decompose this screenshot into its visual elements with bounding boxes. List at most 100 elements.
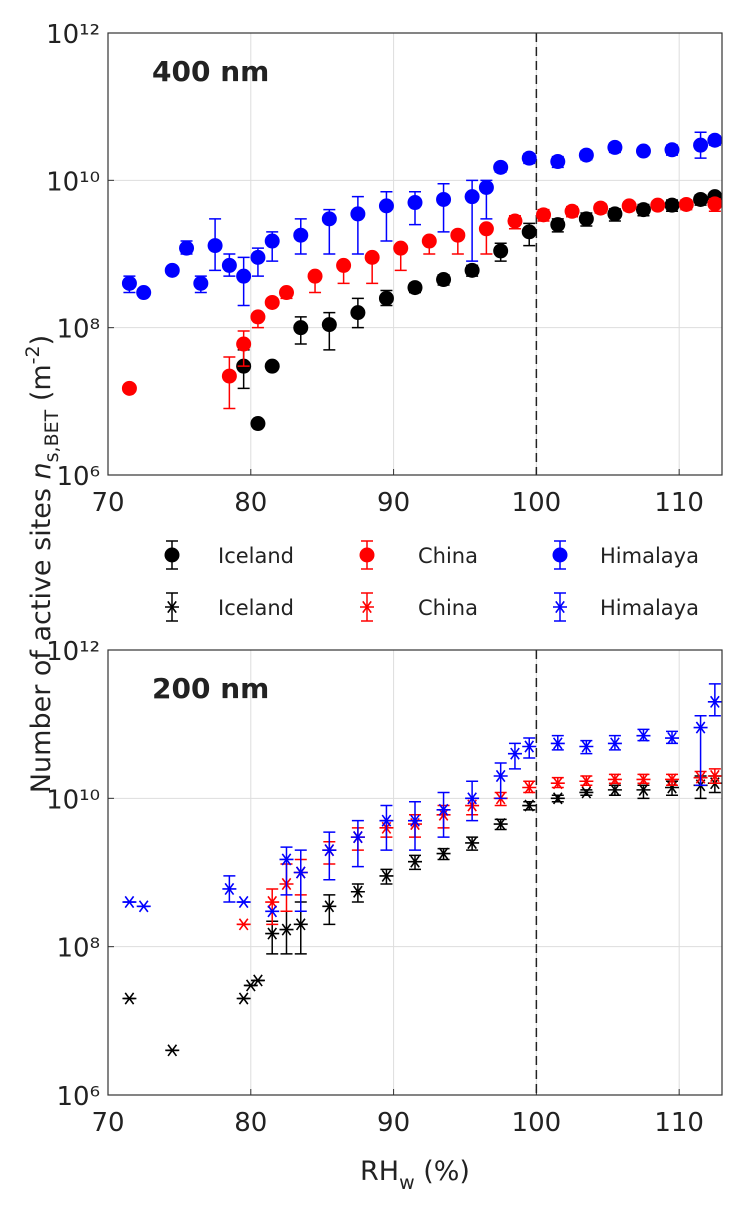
point <box>522 781 537 794</box>
label-part: s,BET <box>41 409 63 462</box>
point <box>322 844 337 857</box>
y-axis-label: Number of active sites ns,BET (m-2) <box>22 335 63 793</box>
legend-marker <box>553 600 567 614</box>
point <box>507 213 523 229</box>
point <box>564 203 580 219</box>
point <box>578 211 594 227</box>
point <box>693 721 708 734</box>
point <box>465 836 480 850</box>
point <box>379 869 394 882</box>
y-tick-label: 10⁸ <box>56 315 100 345</box>
point <box>278 285 294 301</box>
point <box>136 900 151 913</box>
point <box>379 814 394 827</box>
point <box>265 927 280 940</box>
point <box>636 783 651 796</box>
point <box>293 866 308 879</box>
point <box>164 262 180 278</box>
point <box>707 769 722 783</box>
legend-label: Iceland <box>218 596 294 620</box>
legend-marker <box>164 547 180 563</box>
x-tick-label: 70 <box>91 1108 124 1138</box>
point <box>693 191 709 207</box>
point <box>607 206 623 222</box>
point <box>607 737 622 750</box>
point <box>364 249 380 265</box>
point <box>636 729 651 742</box>
point <box>236 918 251 931</box>
label-part: (%) <box>415 1156 470 1187</box>
point <box>193 275 209 291</box>
point <box>350 831 365 844</box>
point <box>250 249 266 265</box>
point <box>550 154 566 170</box>
label-part: w <box>399 1172 415 1194</box>
x-axis-label: RHw (%) <box>360 1156 470 1194</box>
point <box>421 233 437 249</box>
legend-marker <box>165 600 179 614</box>
point <box>635 143 651 159</box>
error-bar <box>437 791 450 838</box>
legend-marker <box>359 547 375 563</box>
label-part: (m <box>26 364 57 409</box>
label-part: RH <box>360 1156 399 1187</box>
point <box>122 895 137 909</box>
point <box>436 191 452 207</box>
error-bar <box>409 800 421 851</box>
x-tick-label: 90 <box>377 1108 410 1138</box>
point <box>493 817 508 831</box>
point <box>664 142 680 158</box>
point <box>378 198 394 214</box>
x-tick-label: 80 <box>234 488 267 518</box>
point <box>336 257 352 273</box>
point <box>493 159 509 175</box>
error-bar <box>494 762 507 800</box>
point <box>493 769 508 783</box>
point <box>578 147 594 163</box>
point <box>664 197 680 213</box>
point <box>593 200 609 216</box>
point <box>265 905 280 918</box>
x-tick-label: 100 <box>512 1108 562 1138</box>
point <box>293 918 308 931</box>
plot-frame <box>107 649 723 1096</box>
point <box>536 207 552 223</box>
label-part: -2 <box>22 345 44 364</box>
y-tick-label: 10¹² <box>46 637 100 667</box>
x-tick-label: 110 <box>654 1108 704 1138</box>
legend-label: China <box>418 596 478 620</box>
error-bar <box>437 182 450 233</box>
point <box>378 290 394 306</box>
point <box>707 196 723 212</box>
point <box>236 895 251 909</box>
point <box>521 224 537 240</box>
point <box>522 740 537 753</box>
plot-area <box>108 650 722 1095</box>
point <box>607 783 622 796</box>
point <box>321 211 337 227</box>
label-part: n <box>26 462 57 479</box>
error-bar <box>508 742 521 770</box>
legend-marker <box>552 547 568 563</box>
point <box>165 1044 180 1057</box>
error-bar <box>323 894 336 926</box>
point <box>464 189 480 205</box>
error-bar <box>351 195 364 255</box>
point <box>436 803 451 816</box>
point <box>222 882 237 896</box>
point <box>307 268 323 284</box>
point <box>707 695 722 708</box>
point <box>264 358 280 374</box>
point <box>250 974 265 987</box>
y-tick-label: 10⁶ <box>56 462 100 492</box>
point <box>243 979 258 992</box>
point <box>693 137 709 153</box>
panel-title: 200 nm <box>152 672 269 705</box>
plot-area <box>108 33 722 475</box>
point <box>478 221 494 237</box>
x-tick-label: 80 <box>234 1108 267 1138</box>
point <box>136 285 152 301</box>
point <box>579 775 594 788</box>
point <box>264 233 280 249</box>
